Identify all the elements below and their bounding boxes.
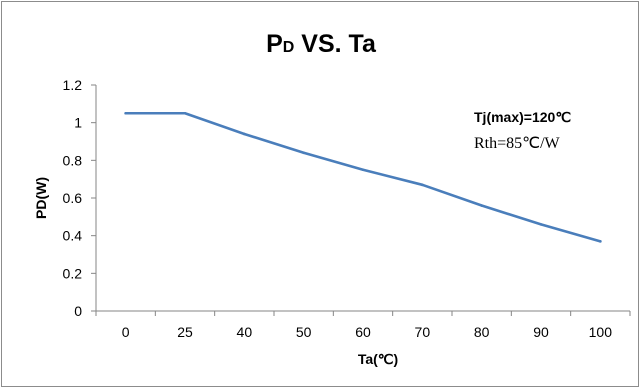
y-axis-title: PD(W): [33, 177, 49, 219]
x-tick-label: 0: [122, 324, 130, 340]
y-tick-label: 1: [74, 115, 82, 131]
annotation-tj-max: Tj(max)=120℃: [474, 109, 571, 125]
y-tick-label: 0: [74, 303, 82, 319]
data-point: [361, 168, 365, 172]
data-point: [243, 132, 246, 136]
chart-title: PD VS. Ta: [266, 30, 376, 58]
data-point: [124, 111, 127, 115]
x-tick-label: 70: [415, 324, 431, 340]
y-tick-label: 0.8: [63, 152, 83, 168]
data-point: [599, 240, 602, 243]
data-point: [421, 183, 424, 187]
y-tick-label: 0.2: [63, 265, 83, 281]
data-point: [480, 204, 483, 207]
x-tick-label: 50: [296, 324, 312, 340]
x-tick-label: 60: [355, 324, 371, 340]
x-tick-label: 25: [177, 324, 193, 340]
x-tick-label: 40: [237, 324, 253, 340]
annotation-rth: Rth=85℃/W: [474, 135, 561, 152]
x-tick-label: 100: [589, 324, 613, 340]
data-point: [539, 223, 543, 226]
y-tick-label: 1.2: [63, 77, 83, 93]
x-tick-label: 80: [474, 324, 490, 340]
series-line: [124, 111, 602, 243]
x-tick-label: 90: [533, 324, 549, 340]
x-axis-title: Ta(℃): [358, 351, 398, 367]
y-tick-label: 0.6: [63, 190, 83, 206]
data-point: [302, 151, 305, 155]
data-point: [183, 111, 187, 115]
y-tick-label: 0.4: [63, 228, 83, 244]
